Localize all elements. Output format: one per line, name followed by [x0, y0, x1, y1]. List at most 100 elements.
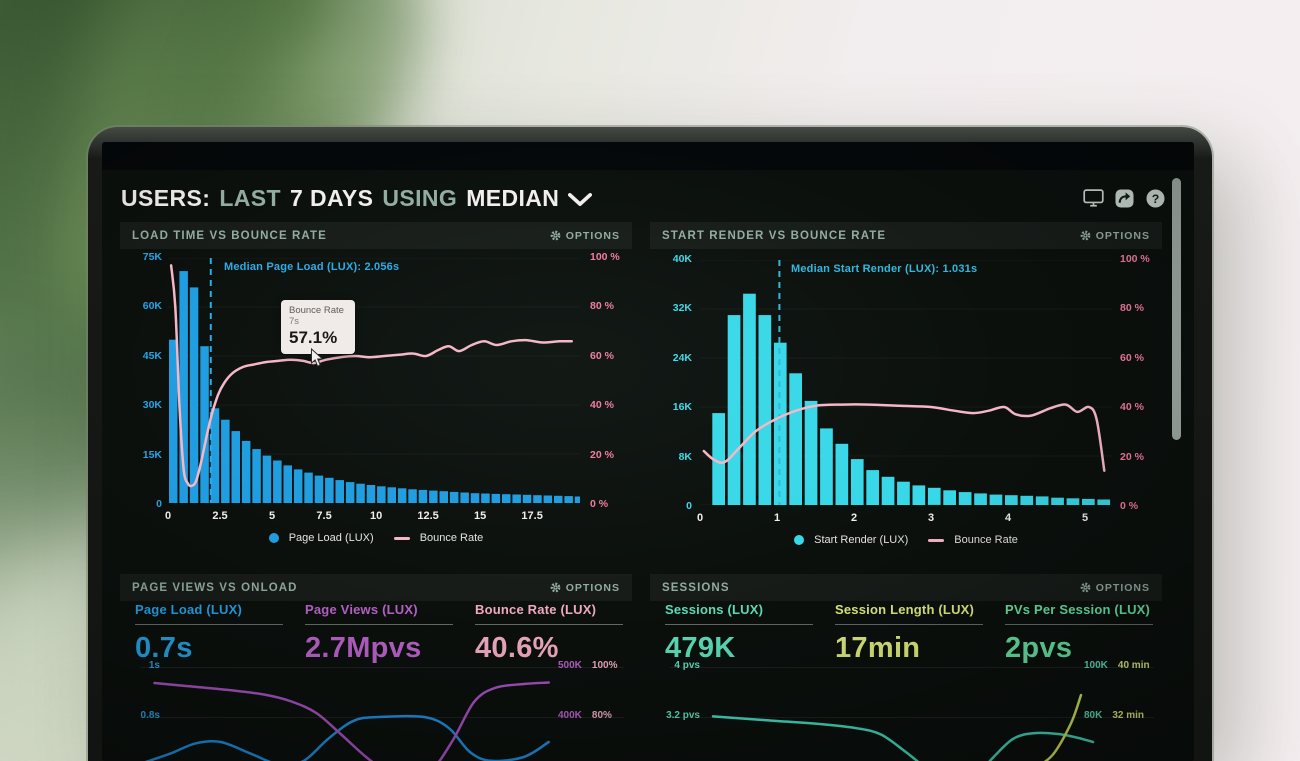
options-button[interactable]: OPTIONS	[550, 230, 620, 242]
axis-tick: 3	[927, 512, 935, 524]
start-render-chart[interactable]	[700, 260, 1112, 505]
metric-underline	[135, 624, 283, 625]
axis-tick: 45K	[142, 349, 162, 362]
axis-tick: 16K	[672, 401, 692, 414]
axis-tick: 20 %	[590, 448, 614, 461]
metric-label: Session Length (LUX)	[835, 602, 975, 617]
options-button[interactable]: OPTIONS	[1080, 230, 1150, 242]
panel-title: PAGE VIEWS VS ONLOAD	[132, 581, 298, 594]
metric-value: 40.6%	[475, 632, 559, 664]
metric-value: 2.7Mpvs	[305, 632, 422, 664]
axis-tick-group: 500K 100%	[558, 660, 618, 671]
laptop-bezel: USERS: LAST 7 DAYS USING MEDIAN	[88, 127, 1212, 761]
axis-tick: 8K	[678, 450, 692, 463]
median-annotation: Median Page Load (LUX): 2.056s	[224, 261, 400, 273]
axis-tick: 100 %	[590, 251, 620, 263]
panel-header: SESSIONS OPTIONS	[650, 574, 1162, 601]
view-dropdown[interactable]: USERS: LAST 7 DAYS USING MEDIAN	[121, 182, 593, 214]
metric-label: Page Load (LUX)	[135, 602, 243, 617]
axis-tick: 0	[686, 499, 692, 512]
axis-tick: 20 %	[1120, 450, 1144, 463]
gear-icon	[550, 230, 561, 241]
legend-label: Page Load (LUX)	[288, 532, 374, 544]
axis-tick: 0	[164, 510, 172, 522]
dashboard: USERS: LAST 7 DAYS USING MEDIAN	[102, 170, 1194, 761]
axis-tick-group: 80K 32 min	[1084, 710, 1145, 721]
legend-label: Bounce Rate	[954, 534, 1018, 546]
metric-label: PVs Per Session (LUX)	[1005, 602, 1151, 617]
display-icon[interactable]	[1082, 188, 1104, 208]
axis-tick: 4	[1004, 512, 1012, 524]
axis-tick: 0.8s	[140, 710, 160, 721]
metric-label: Sessions (LUX)	[665, 602, 764, 617]
chart-tooltip: Bounce Rate 7s 57.1%	[281, 300, 355, 354]
laptop-screen: USERS: LAST 7 DAYS USING MEDIAN	[102, 142, 1194, 761]
axis-tick: 10	[369, 510, 383, 522]
panel-start-render: START RENDER VS BOUNCE RATE OPTIONS 40K 3…	[650, 222, 1162, 568]
metric-value: 479K	[665, 632, 736, 664]
svg-text:?: ?	[1151, 191, 1159, 205]
metric-underline	[1005, 624, 1153, 625]
axis-tick: 40 %	[1120, 401, 1144, 414]
cursor-arrow-icon	[310, 347, 324, 373]
legend-swatch	[928, 538, 945, 542]
options-button[interactable]: OPTIONS	[550, 582, 620, 594]
tooltip-x-value: 7s	[289, 316, 300, 327]
metric-sessions: Sessions (LUX) 479K	[665, 602, 813, 665]
y-axis-left: 75K 60K 45K 30K 15K 0	[120, 251, 162, 510]
metric-underline	[665, 624, 813, 625]
panel-title: LOAD TIME VS BOUNCE RATE	[132, 229, 327, 242]
axis-tick: 3.2 pvs	[666, 710, 700, 721]
metric-page-views: Page Views (LUX) 2.7Mpvs	[305, 602, 453, 665]
chart-legend: Page Load (LUX) Bounce Rate	[120, 532, 632, 544]
header-segment: USERS:	[121, 184, 211, 211]
axis-tick: 12.5	[417, 510, 439, 522]
axis-tick-group: 400K 80%	[558, 710, 612, 721]
metric-value: 2pvs	[1005, 632, 1073, 664]
load-time-chart[interactable]	[168, 258, 580, 503]
tooltip-series: Bounce Rate	[289, 305, 344, 316]
gridline	[670, 667, 1154, 668]
options-button[interactable]: OPTIONS	[1080, 582, 1150, 594]
y-axis-right: 100 % 80 % 60 % 40 % 20 % 0 %	[590, 251, 632, 510]
axis-tick: 2.5	[212, 510, 228, 522]
legend-label: Start Render (LUX)	[814, 534, 909, 546]
axis-tick: 15K	[142, 448, 162, 461]
median-annotation: Median Start Render (LUX): 1.031s	[791, 263, 978, 275]
axis-tick: 0	[156, 497, 162, 510]
x-axis: 0 1 2 3 4 5	[697, 512, 1112, 526]
axis-tick: 24K	[672, 351, 692, 364]
axis-tick: 0 %	[1120, 499, 1139, 512]
sessions-chart[interactable]	[705, 654, 1105, 761]
axis-tick: 15	[473, 510, 487, 522]
gridline	[140, 667, 624, 668]
gear-icon	[1080, 230, 1091, 241]
axis-tick: 80 %	[590, 300, 614, 313]
y-axis-right: 100 % 80 % 60 % 40 % 20 % 0 %	[1120, 253, 1162, 512]
axis-tick: 17.5	[521, 510, 543, 522]
metric-underline	[835, 624, 983, 625]
scrollbar-thumb[interactable]	[1172, 178, 1181, 440]
metric-underline	[305, 624, 453, 625]
metric-bounce-rate: Bounce Rate (LUX) 40.6%	[475, 602, 623, 665]
panel-header: PAGE VIEWS VS ONLOAD OPTIONS	[120, 574, 632, 601]
axis-tick: 30K	[142, 399, 162, 412]
help-icon[interactable]: ?	[1144, 188, 1166, 208]
panel-title: SESSIONS	[662, 581, 730, 594]
axis-tick: 2	[850, 512, 858, 524]
legend-swatch	[794, 535, 805, 545]
share-icon[interactable]	[1113, 188, 1135, 208]
tooltip-y-value: 57.1%	[289, 328, 338, 347]
panel-header: START RENDER VS BOUNCE RATE OPTIONS	[650, 222, 1162, 249]
toolbar: ?	[1082, 188, 1166, 208]
header-segment: MEDIAN	[466, 184, 560, 211]
panel-page-views: PAGE VIEWS VS ONLOAD OPTIONS Page Load (…	[120, 574, 632, 761]
metric-session-length: Session Length (LUX) 17min	[835, 602, 983, 665]
axis-tick: 100 %	[1120, 253, 1150, 265]
axis-tick: 40 %	[590, 399, 614, 412]
chevron-down-icon	[568, 185, 593, 212]
axis-tick: 5	[1081, 512, 1089, 524]
page-views-chart[interactable]	[142, 654, 557, 761]
axis-tick: 60 %	[590, 349, 614, 362]
